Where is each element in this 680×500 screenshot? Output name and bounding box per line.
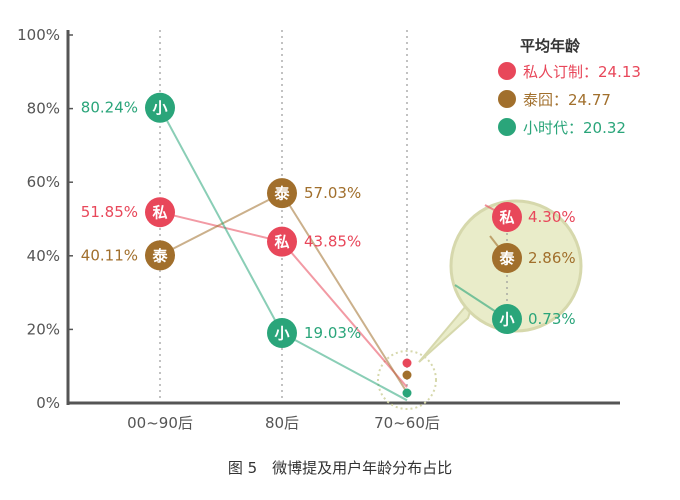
data-point: [402, 370, 412, 380]
data-point-badge: [267, 178, 297, 209]
x-tick-label: 00~90后: [127, 414, 193, 432]
data-point-badge-text: 泰: [273, 185, 290, 203]
x-tick-label: 80后: [265, 414, 299, 432]
legend-title: 平均年龄: [520, 37, 581, 55]
zoom-point-badge: [492, 243, 522, 273]
data-point-badge-text: 小: [274, 324, 289, 342]
data-label: 0.73%: [528, 310, 576, 328]
data-label: 57.03%: [304, 184, 361, 202]
data-point: [402, 388, 412, 398]
data-point: [402, 358, 412, 368]
y-tick-label: 80%: [27, 100, 60, 118]
legend-marker: [498, 62, 516, 80]
x-tick-label: 70~60后: [374, 414, 440, 432]
zoom-target-circle: [377, 350, 437, 410]
legend-item: 泰囧：24.77: [523, 91, 611, 109]
y-tick-label: 100%: [17, 26, 60, 44]
zoom-point-badge-text: 泰: [498, 250, 515, 268]
zoom-point-badge: [492, 304, 522, 334]
zoom-point-badge-text: 小: [499, 311, 514, 329]
y-tick-label: 0%: [36, 394, 60, 412]
data-point-badge-text: 泰: [151, 247, 168, 265]
data-point-badge: [267, 317, 297, 348]
data-label: 80.24%: [81, 99, 138, 117]
legend-item: 私人订制：24.13: [523, 63, 641, 81]
data-point-badge-text: 私: [151, 204, 167, 222]
data-label: 4.30%: [528, 208, 576, 226]
y-tick-label: 20%: [27, 320, 60, 338]
zoom-point-badge: [492, 202, 522, 232]
data-point-badge: [145, 240, 175, 271]
series-line-1: [159, 191, 408, 394]
data-point-badge: [145, 197, 175, 228]
data-label: 19.03%: [304, 324, 361, 342]
legend-marker: [498, 118, 516, 136]
legend-item: 小时代：20.32: [523, 119, 626, 137]
data-label: 2.86%: [528, 249, 576, 267]
data-point-badge: [145, 92, 175, 123]
y-tick-label: 60%: [27, 173, 60, 191]
data-label: 40.11%: [81, 246, 138, 264]
data-label: 43.85%: [304, 233, 361, 251]
data-point-badge-text: 小: [152, 99, 167, 117]
zoom-point-badge-text: 私: [498, 209, 514, 227]
y-tick-label: 40%: [27, 247, 60, 265]
figure-caption: 图 5 微博提及用户年龄分布占比: [228, 459, 452, 477]
legend-marker: [498, 90, 516, 108]
data-point-badge-text: 私: [273, 233, 289, 251]
data-label: 51.85%: [81, 203, 138, 221]
data-point-badge: [267, 226, 297, 257]
